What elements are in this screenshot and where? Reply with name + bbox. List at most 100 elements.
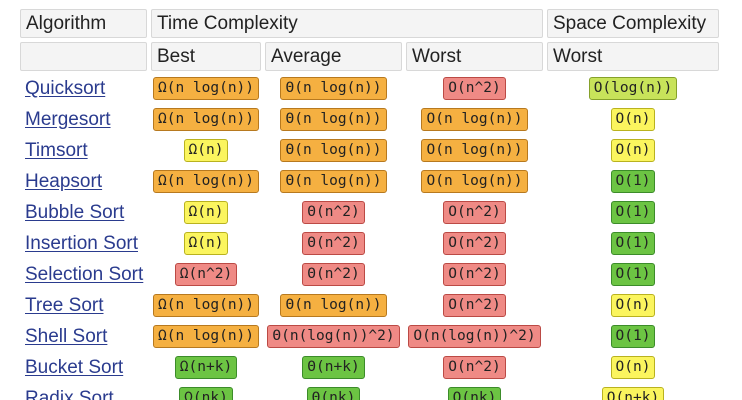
table-row: Mergesort Ω(n log(n)) Θ(n log(n)) O(n log(n… [20,106,719,133]
table-row: Bubble Sort Ω(n) Θ(n^2) O(n^2) O(1) [20,199,719,226]
worst-complexity-badge: O(n^2) [443,232,506,255]
algorithm-link[interactable]: Selection Sort [25,263,144,285]
best-cell: Ω(nk) [151,385,261,400]
worst-cell: O(n(log(n))^2) [406,323,543,350]
space-cell: O(1) [547,199,719,226]
algorithm-link[interactable]: Timsort [25,139,88,161]
worst-complexity-badge: O(n(log(n))^2) [408,325,541,348]
space-complexity-badge: O(1) [610,170,656,193]
space-complexity-badge: O(1) [610,325,656,348]
table-row: Insertion Sort Ω(n) Θ(n^2) O(n^2) O(1) [20,230,719,257]
algorithm-link[interactable]: Quicksort [25,77,106,99]
worst-cell: O(n^2) [406,199,543,226]
best-complexity-badge: Ω(n^2) [174,263,238,286]
worst-complexity-badge: O(n^2) [443,294,506,317]
worst-complexity-badge: O(n^2) [443,77,506,100]
best-cell: Ω(n log(n)) [151,106,261,133]
algorithm-link[interactable]: Heapsort [25,170,103,192]
algorithm-link[interactable]: Bubble Sort [25,201,125,223]
average-complexity-badge: Θ(nk) [306,387,361,400]
algorithm-cell: Timsort [20,137,147,164]
average-cell: Θ(n^2) [265,261,402,288]
space-complexity-badge: O(n+k) [601,387,665,400]
space-cell: O(n) [547,106,719,133]
algorithm-cell: Heapsort [20,168,147,195]
space-complexity-badge: O(n) [610,356,656,379]
average-cell: Θ(n log(n)) [265,75,402,102]
algorithm-cell: Bucket Sort [20,354,147,381]
best-cell: Ω(n) [151,230,261,257]
average-complexity-badge: Θ(n^2) [302,201,365,224]
best-cell: Ω(n log(n)) [151,323,261,350]
table-row: Timsort Ω(n) Θ(n log(n)) O(n log(n)) O(n) [20,137,719,164]
algorithm-link[interactable]: Mergesort [25,108,111,130]
space-complexity-badge: O(log(n)) [588,77,678,100]
worst-cell: O(n log(n)) [406,137,543,164]
average-cell: Θ(n^2) [265,199,402,226]
worst-cell: O(n^2) [406,261,543,288]
space-cell: O(1) [547,323,719,350]
average-cell: Θ(n log(n)) [265,137,402,164]
average-cell: Θ(n^2) [265,230,402,257]
average-cell: Θ(nk) [265,385,402,400]
space-cell: O(n+k) [547,385,719,400]
space-complexity-badge: O(1) [610,201,656,224]
header-time-complexity: Time Complexity [151,9,543,38]
average-complexity-badge: Θ(n^2) [302,263,365,286]
best-cell: Ω(n log(n)) [151,292,261,319]
algorithm-link[interactable]: Tree Sort [25,294,104,316]
header-best: Best [151,42,261,71]
best-complexity-badge: Ω(n log(n)) [152,77,260,100]
algorithm-link[interactable]: Insertion Sort [25,232,138,254]
average-complexity-badge: Θ(n log(n)) [280,77,387,100]
average-cell: Θ(n log(n)) [265,106,402,133]
table-row: Selection Sort Ω(n^2) Θ(n^2) O(n^2) O(1) [20,261,719,288]
table-row: Heapsort Ω(n log(n)) Θ(n log(n)) O(n log(n)… [20,168,719,195]
worst-complexity-badge: O(n^2) [443,356,506,379]
algorithm-link[interactable]: Shell Sort [25,325,108,347]
space-complexity-badge: O(1) [610,263,656,286]
space-complexity-badge: O(n) [610,139,656,162]
complexity-table: Algorithm Time Complexity Space Complexi… [16,5,723,400]
best-complexity-badge: Ω(n log(n)) [152,108,260,131]
worst-cell: O(n^2) [406,292,543,319]
worst-cell: O(n^2) [406,354,543,381]
best-cell: Ω(n log(n)) [151,168,261,195]
space-cell: O(1) [547,261,719,288]
algorithm-link[interactable]: Radix Sort [25,387,114,400]
header-average: Average [265,42,402,71]
space-complexity-badge: O(n) [610,294,656,317]
algorithm-cell: Quicksort [20,75,147,102]
algorithm-cell: Mergesort [20,106,147,133]
worst-cell: O(n log(n)) [406,106,543,133]
space-complexity-badge: O(n) [610,108,656,131]
average-cell: Θ(n log(n)) [265,292,402,319]
algorithm-cell: Shell Sort [20,323,147,350]
best-complexity-badge: Ω(n log(n)) [152,294,260,317]
average-cell: Θ(n log(n)) [265,168,402,195]
algorithm-cell: Bubble Sort [20,199,147,226]
best-complexity-badge: Ω(n) [183,232,229,255]
header-row-top: Algorithm Time Complexity Space Complexi… [20,9,719,38]
algorithm-link[interactable]: Bucket Sort [25,356,124,378]
space-cell: O(n) [547,354,719,381]
table-row: Shell Sort Ω(n log(n)) Θ(n(log(n))^2) O(n(l… [20,323,719,350]
best-cell: Ω(n) [151,137,261,164]
average-complexity-badge: Θ(n log(n)) [280,294,387,317]
worst-cell: O(n log(n)) [406,168,543,195]
best-cell: Ω(n log(n)) [151,75,261,102]
worst-cell: O(n^2) [406,75,543,102]
space-cell: O(log(n)) [547,75,719,102]
best-complexity-badge: Ω(nk) [179,387,233,400]
average-complexity-badge: Θ(n+k) [302,356,365,379]
worst-complexity-badge: O(n^2) [443,263,506,286]
algorithm-cell: Insertion Sort [20,230,147,257]
worst-complexity-badge: O(n log(n)) [421,108,528,131]
average-complexity-badge: Θ(n(log(n))^2) [267,325,400,348]
worst-complexity-badge: O(n log(n)) [421,139,528,162]
header-algorithm: Algorithm [20,9,147,38]
worst-complexity-badge: O(n^2) [443,201,506,224]
average-complexity-badge: Θ(n log(n)) [280,139,387,162]
best-complexity-badge: Ω(n) [183,139,229,162]
